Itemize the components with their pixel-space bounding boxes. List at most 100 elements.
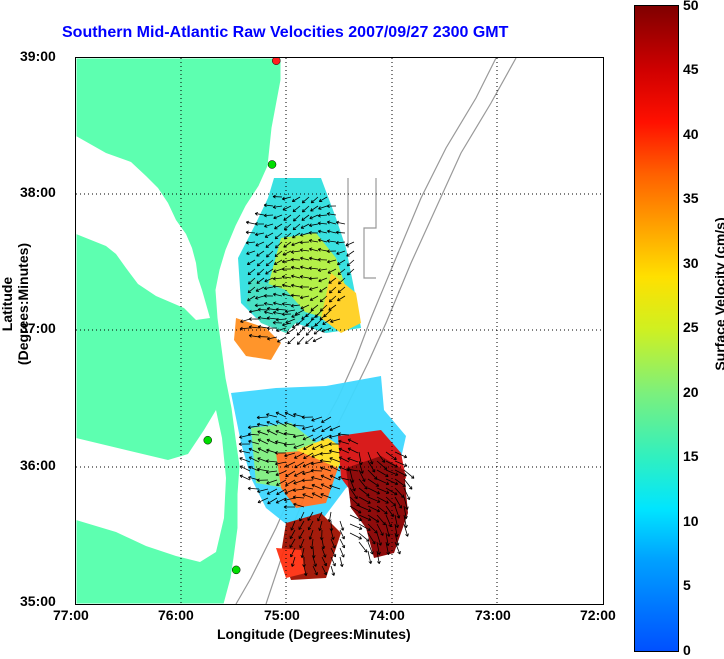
velocity-arrow [347, 438, 359, 445]
velocity-arrow [265, 459, 278, 464]
velocity-arrow [403, 523, 409, 537]
velocity-arrow [358, 541, 368, 553]
velocity-arrow [292, 434, 305, 439]
velocity-arrow [394, 487, 405, 498]
colorbar-tick-label: 40 [683, 126, 699, 142]
velocity-arrow [317, 229, 328, 234]
velocity-arrow [330, 565, 336, 576]
velocity-arrow [302, 425, 314, 430]
velocity-arrow [276, 327, 287, 333]
colorbar-tick-label: 25 [683, 319, 699, 335]
velocity-arrow [312, 434, 323, 442]
velocity-arrow [289, 538, 296, 548]
velocity-arrow [358, 478, 368, 490]
velocity-arrow [317, 221, 328, 226]
velocity-arrow [299, 248, 310, 253]
colorbar-tick-label: 20 [683, 384, 699, 400]
velocity-arrow [273, 259, 283, 265]
velocity-arrow [247, 268, 256, 276]
velocity-arrow [291, 274, 301, 279]
velocity-arrow [319, 295, 328, 303]
velocity-arrow [299, 275, 310, 279]
velocity-arrow [317, 257, 328, 262]
velocity-arrow [308, 238, 319, 243]
velocity-arrow [274, 232, 283, 240]
velocity-arrow [301, 196, 310, 204]
velocity-arrow [281, 275, 292, 279]
velocity-arrow [330, 547, 337, 558]
velocity-arrow [321, 556, 328, 567]
velocity-arrow [319, 286, 328, 293]
velocity-arrow [308, 230, 319, 235]
velocity-arrow [290, 303, 301, 308]
velocity-arrow [335, 230, 346, 235]
x-tick-label: 73:00 [475, 607, 511, 623]
velocity-arrow [345, 241, 355, 247]
velocity-arrow [272, 284, 283, 289]
velocity-arrow [266, 316, 278, 320]
velocity-arrow [266, 438, 278, 445]
velocity-arrow [256, 467, 269, 472]
velocity-arrow [330, 538, 336, 549]
colorbar-label: Surface Velocity (cm/s) [712, 217, 724, 371]
map-canvas [76, 58, 603, 604]
velocity-arrow [329, 457, 341, 463]
velocity-arrow [286, 327, 296, 335]
velocity-arrow [305, 327, 314, 336]
velocity-arrow [302, 493, 314, 499]
velocity-arrow [257, 497, 269, 504]
velocity-arrow [318, 238, 328, 243]
velocity-arrow [328, 434, 341, 439]
velocity-arrow [254, 232, 265, 237]
velocity-arrow [274, 250, 283, 258]
velocity-arrow [290, 293, 301, 298]
velocity-arrow [283, 431, 296, 436]
velocity-arrow [349, 505, 362, 514]
velocity-arrow [403, 487, 411, 501]
velocity-arrow [336, 259, 346, 266]
velocity-arrow [255, 295, 265, 300]
velocity-arrow [266, 306, 278, 311]
velocity-arrow [300, 232, 310, 237]
velocity-arrow [329, 425, 341, 432]
velocity-arrow [245, 240, 256, 245]
velocity-arrow [309, 214, 319, 220]
velocity-arrow [321, 327, 332, 333]
velocity-arrow [293, 470, 305, 477]
velocity-arrow [247, 295, 256, 302]
velocity-arrow [312, 556, 318, 567]
velocity-arrow [385, 478, 399, 486]
velocity-arrow [248, 475, 260, 481]
map-title: Southern Mid-Atlantic Raw Velocities 200… [62, 24, 509, 41]
velocity-arrow [311, 483, 323, 490]
map-plot-area[interactable] [75, 57, 604, 605]
velocity-arrow [338, 456, 350, 463]
velocity-arrow [295, 318, 305, 326]
velocity-arrow [257, 430, 269, 436]
velocity-arrow [248, 447, 260, 454]
velocity-arrow [318, 196, 328, 202]
velocity-arrow [303, 443, 314, 450]
velocity-arrow [321, 425, 332, 433]
velocity-arrow [328, 286, 337, 294]
velocity-arrow [299, 240, 310, 245]
velocity-arrow [255, 241, 265, 247]
velocity-arrow [300, 304, 310, 310]
velocity-arrow [394, 451, 408, 459]
velocity-arrow [330, 556, 336, 567]
pamlico-sound [76, 410, 226, 562]
velocity-arrow [255, 286, 265, 292]
velocity-arrow [299, 285, 310, 289]
velocity-arrow [314, 309, 323, 318]
x-axis-label: Longitude (Degrees:Minutes) [217, 626, 411, 642]
velocity-arrow [394, 469, 407, 477]
velocity-arrow [376, 469, 389, 478]
velocity-arrow [291, 196, 301, 203]
velocity-arrow [264, 232, 274, 238]
velocity-arrow [296, 327, 305, 336]
velocity-arrow [275, 470, 287, 477]
velocity-arrow [274, 451, 287, 455]
velocity-arrow [285, 479, 296, 486]
velocity-arrow [394, 541, 401, 555]
velocity-arrow [275, 420, 287, 427]
